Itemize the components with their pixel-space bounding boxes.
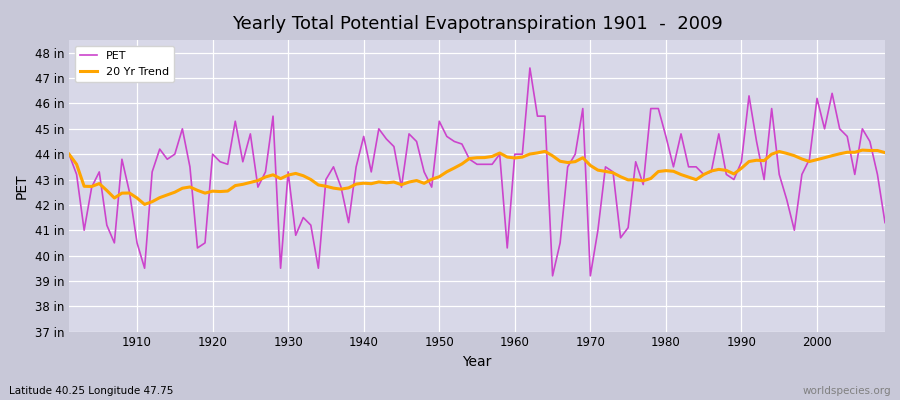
PET	[879, 220, 890, 225]
PET	[291, 233, 302, 238]
Text: Latitude 40.25 Longitude 47.75: Latitude 40.25 Longitude 47.75	[9, 386, 174, 396]
PET	[124, 190, 135, 194]
20 Yr Trend	[879, 150, 890, 155]
20 Yr Trend	[64, 152, 75, 156]
PET	[64, 152, 75, 156]
20 Yr Trend	[298, 173, 309, 178]
Text: worldspecies.org: worldspecies.org	[803, 386, 891, 396]
PET	[547, 274, 558, 278]
PET	[616, 236, 626, 240]
20 Yr Trend	[517, 155, 527, 160]
PET	[336, 185, 346, 190]
20 Yr Trend	[857, 148, 868, 152]
Title: Yearly Total Potential Evapotranspiration 1901  -  2009: Yearly Total Potential Evapotranspiratio…	[231, 15, 723, 33]
PET	[525, 66, 535, 70]
20 Yr Trend	[140, 202, 150, 207]
PET	[509, 152, 520, 156]
X-axis label: Year: Year	[463, 355, 491, 369]
20 Yr Trend	[343, 186, 354, 190]
PET	[502, 246, 513, 250]
20 Yr Trend	[608, 170, 618, 175]
20 Yr Trend	[509, 156, 520, 160]
20 Yr Trend	[124, 191, 135, 196]
Y-axis label: PET: PET	[15, 173, 29, 199]
Legend: PET, 20 Yr Trend: PET, 20 Yr Trend	[75, 46, 175, 82]
Line: 20 Yr Trend: 20 Yr Trend	[69, 150, 885, 204]
Line: PET: PET	[69, 68, 885, 276]
